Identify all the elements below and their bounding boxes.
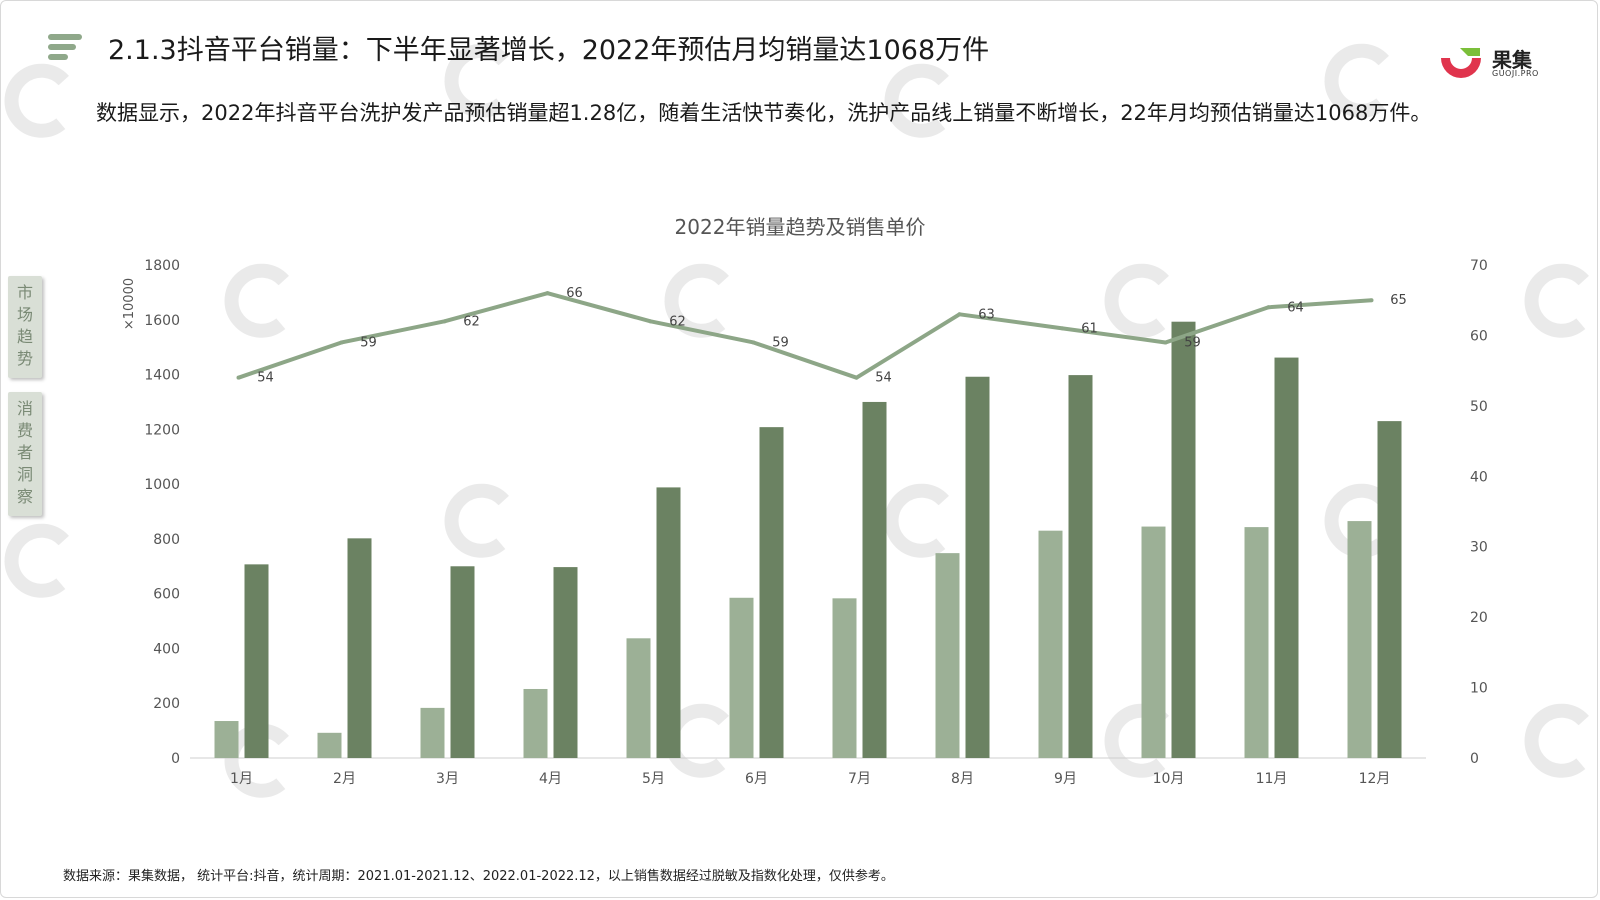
line-point	[1266, 305, 1271, 310]
line-point	[751, 340, 756, 345]
y-left-tick-label: 800	[153, 532, 180, 548]
x-tick-label: 6月	[745, 771, 768, 787]
chart-title: 2022年销量趋势及销售单价	[675, 215, 926, 239]
bar-series1	[214, 721, 239, 758]
price-line	[237, 291, 1372, 380]
y-right-tick-label: 40	[1470, 469, 1488, 485]
logo-subtext: GUOJI.PRO	[1492, 69, 1539, 78]
y-left-unit-label: ×10000	[122, 278, 137, 330]
bar-series1	[626, 638, 651, 758]
line-data-label: 65	[1390, 293, 1407, 308]
side-tab-label: 市场趋势	[16, 283, 33, 368]
x-tick-label: 10月	[1153, 771, 1185, 787]
bar-series2	[244, 564, 269, 758]
chart-plot-area: 0 200 400 600 800 1000 1200 1400 1600 1800 0 10 20 30…	[144, 258, 1487, 787]
y-left-tick-label: 1800	[144, 258, 180, 274]
line-point	[854, 375, 859, 380]
y-left-tick-label: 1200	[144, 422, 180, 438]
x-tick-label: 7月	[848, 771, 871, 787]
bar-series1	[317, 732, 342, 758]
bar-series2	[1171, 321, 1196, 758]
line-point	[339, 340, 344, 345]
bar-series1	[1038, 530, 1063, 758]
y-left-tick-label: 400	[153, 641, 180, 657]
bar-series2	[862, 401, 887, 758]
bar-series2	[1377, 421, 1402, 758]
line-point	[648, 319, 653, 324]
side-tab-market-trend[interactable]: 市场趋势	[8, 276, 42, 378]
line-data-label: 54	[257, 371, 274, 386]
y-left-tick-label: 1000	[144, 477, 180, 493]
line-data-label: 54	[875, 371, 892, 386]
bar-series2	[347, 538, 372, 758]
bar-series2	[1274, 357, 1299, 758]
y-left-tick-label: 1400	[144, 368, 180, 384]
side-tab-consumer-insight[interactable]: 消费者洞察	[8, 392, 42, 516]
y-right-tick-label: 30	[1470, 540, 1488, 556]
line-data-label: 61	[1081, 321, 1098, 336]
y-left-tick-label: 200	[153, 696, 180, 712]
line-point	[236, 375, 241, 380]
brand-logo: 果集 GUOJI.PRO	[1436, 44, 1566, 84]
x-tick-label: 9月	[1054, 771, 1077, 787]
bar-series1	[1347, 521, 1372, 758]
x-tick-label: 11月	[1256, 771, 1288, 787]
line-data-label: 59	[1184, 335, 1201, 350]
footnote-source: 数据来源：果集数据， 统计平台:抖音，统计周期：2021.01-2021.12、…	[63, 869, 894, 884]
page-title: 2.1.3抖音平台销量：下半年显著增长，2022年预估月均销量达1068万件	[108, 35, 990, 66]
y-right-tick-label: 70	[1470, 258, 1488, 274]
bar-series1	[832, 598, 857, 758]
bar-series2	[965, 376, 990, 758]
description-text: 数据显示，2022年抖音平台洗护发产品预估销量超1.28亿，随着生活快节奏化，洗…	[96, 101, 1432, 125]
x-tick-label: 1月	[230, 771, 253, 787]
y-right-tick-label: 50	[1470, 399, 1488, 415]
y-left-tick-label: 1600	[144, 313, 180, 329]
bar-series2	[553, 567, 578, 758]
x-tick-label: 12月	[1359, 771, 1391, 787]
line-point	[957, 312, 962, 317]
line-point	[1369, 298, 1374, 303]
y-left-tick-label: 600	[153, 587, 180, 603]
bar-series1	[729, 597, 754, 758]
line-point	[545, 291, 550, 296]
x-tick-label: 4月	[539, 771, 562, 787]
line-data-label: 62	[463, 314, 480, 329]
bar-series2	[450, 566, 475, 758]
y-left-tick-label: 0	[171, 751, 180, 767]
x-tick-label: 5月	[642, 771, 665, 787]
menu-icon[interactable]	[48, 34, 84, 66]
logo-text: 果集	[1492, 48, 1532, 72]
bar-series1	[1244, 527, 1269, 758]
bar-series2	[759, 427, 784, 758]
side-tab-label: 消费者洞察	[16, 399, 33, 506]
line-data-label: 59	[360, 335, 377, 350]
y-right-tick-label: 10	[1470, 681, 1488, 697]
bar-series2	[656, 487, 681, 758]
bar-series1	[420, 707, 445, 758]
x-tick-label: 3月	[436, 771, 459, 787]
sales-chart: 2022年销量趋势及销售单价 ×10000 020040060080010001…	[122, 215, 1488, 787]
line-data-label: 66	[566, 286, 583, 301]
line-data-label: 63	[978, 307, 995, 322]
y-right-tick-label: 0	[1470, 751, 1479, 767]
line-data-label: 62	[669, 314, 686, 329]
guoji-logo-icon	[1441, 48, 1481, 78]
bar-series2	[1068, 375, 1093, 758]
line-point	[442, 319, 447, 324]
line-point	[1060, 326, 1065, 331]
line-data-label: 64	[1287, 300, 1304, 315]
y-right-tick-label: 60	[1470, 328, 1488, 344]
line-data-label: 59	[772, 335, 789, 350]
bar-series1	[935, 553, 960, 758]
line-point	[1163, 340, 1168, 345]
y-right-tick-label: 20	[1470, 610, 1488, 626]
x-tick-label: 8月	[951, 771, 974, 787]
bar-series1	[523, 688, 548, 758]
x-tick-label: 2月	[333, 771, 356, 787]
bar-series1	[1141, 526, 1166, 758]
